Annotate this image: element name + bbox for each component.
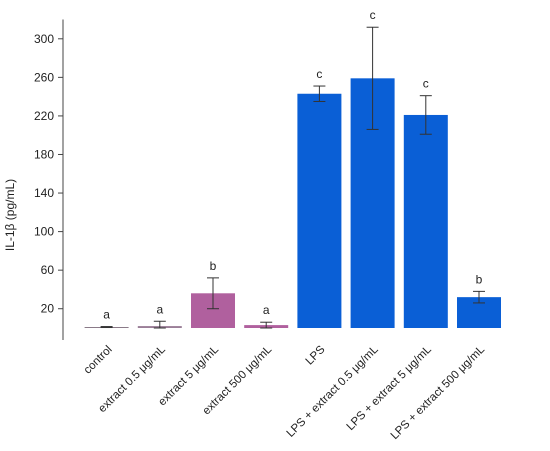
- significance-label: c: [423, 77, 429, 91]
- significance-label: a: [103, 308, 110, 322]
- significance-label: b: [476, 272, 483, 286]
- y-axis: 20 60 100 140 180 220 260 300: [34, 19, 64, 340]
- x-tick-label: LPS + extract 0.5 μg/mL: [285, 343, 382, 440]
- significance-label: c: [370, 8, 376, 22]
- significance-label: c: [316, 67, 322, 81]
- y-tick-label: 220: [34, 109, 54, 123]
- bar: [297, 93, 342, 328]
- y-tick-label: 180: [34, 147, 54, 161]
- x-tick-label: LPS + extract 500 μg/mL: [389, 343, 488, 442]
- x-tick-label: LPS: [304, 343, 328, 367]
- y-tick-label: 140: [34, 186, 54, 200]
- y-tick-label: 300: [34, 32, 54, 46]
- significance-label: b: [210, 259, 217, 273]
- y-tick-label: 60: [41, 263, 55, 277]
- x-tick-label: control: [82, 344, 115, 377]
- significance-label: a: [156, 302, 163, 316]
- bars: a a b a c c c b: [84, 8, 501, 329]
- y-axis-title: IL-1β (pg/mL): [3, 179, 17, 251]
- significance-label: a: [263, 303, 270, 317]
- bar: [403, 114, 448, 329]
- y-tick-label: 20: [41, 302, 55, 316]
- y-tick-label: 260: [34, 70, 54, 84]
- y-tick-label: 100: [34, 225, 54, 239]
